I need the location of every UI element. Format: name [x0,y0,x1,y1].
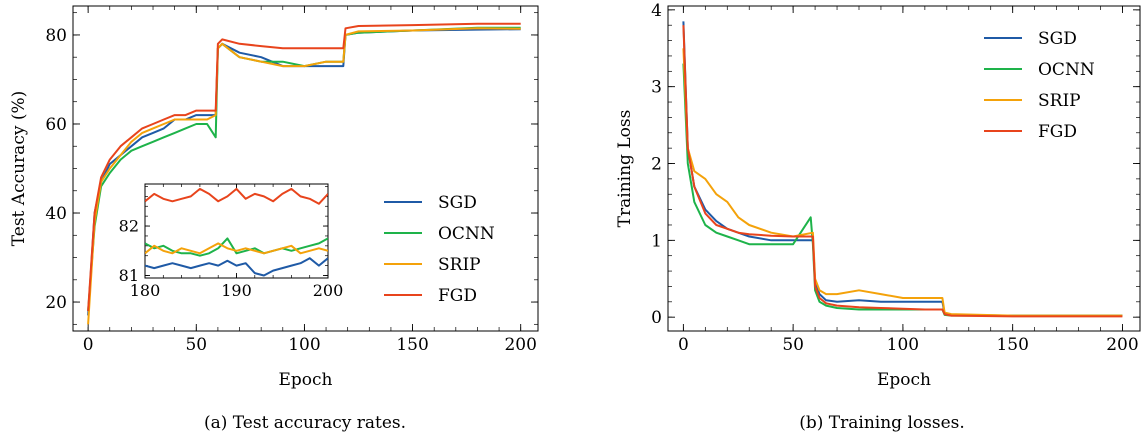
b-x-axis-label: Epoch [877,370,931,390]
b-legend-label-srip: SRIP [1038,91,1081,111]
b-xtick-label: 50 [782,335,804,355]
b-ytick-label: 4 [651,1,662,21]
a-xtick-label: 0 [83,335,94,355]
b-legend-label-sgd: SGD [1038,29,1077,49]
b-legend: SGD OCNN SRIP FGD [984,29,1095,142]
caption-b: (b) Training losses. [799,413,965,433]
a-legend-label-fgd: FGD [438,286,477,306]
b-series-group [682,21,1123,318]
a-y-axis-label: Test Accuracy (%) [9,91,29,247]
b-ytick-label: 3 [651,78,662,98]
b-plot-frame [667,5,1141,332]
b-xtick-label: 100 [887,335,919,355]
b-y-axis-label: Training Loss [615,110,635,228]
inset-ytick-label: 81 [119,266,139,285]
a-ytick-label: 60 [45,115,67,135]
b-ytick-label: 2 [651,154,662,174]
a-inset: 180 190 200 81 82 [119,183,344,300]
inset-line-sgd [145,257,328,277]
b-ticks [668,6,1140,331]
inset-xtick-label: 190 [221,281,252,300]
a-ytick-label: 20 [45,293,67,313]
a-x-axis-label: Epoch [279,370,333,390]
b-ytick-label: 1 [651,231,662,251]
a-xtick-label: 150 [396,335,428,355]
a-legend: SGD OCNN SRIP FGD [384,193,495,306]
b-xtick-label: 150 [996,335,1028,355]
a-ytick-label: 80 [45,26,67,46]
b-xtick-label: 200 [1106,335,1138,355]
b-ytick-label: 0 [651,308,662,328]
inset-xtick-label: 200 [313,281,344,300]
a-xtick-label: 200 [504,335,536,355]
inset-series-group [145,187,328,277]
a-legend-label-srip: SRIP [438,255,481,275]
b-line-fgd [682,25,1123,318]
b-legend-label-ocnn: OCNN [1038,60,1095,80]
a-ytick-label: 40 [45,204,67,224]
inset-ticks [144,184,329,278]
a-series-group [87,22,521,325]
inset-line-srip [145,242,328,255]
a-line-fgd [87,22,521,312]
a-ticks [73,6,538,331]
a-xtick-label: 50 [185,335,207,355]
b-xtick-label: 0 [678,335,689,355]
inset-ytick-label: 82 [119,217,139,236]
a-legend-label-ocnn: OCNN [438,224,495,244]
inset-xtick-label: 180 [130,281,161,300]
b-legend-label-fgd: FGD [1038,122,1077,142]
loss-chart: 0 50 100 150 200 0 1 2 3 4 Epoch Training Loss SGD OC… [615,1,1141,390]
b-line-srip [682,48,1123,317]
accuracy-chart: 0 50 100 150 200 20 40 60 80 Epoch Test Accuracy (… [9,5,539,390]
inset-line-fgd [145,187,328,205]
caption-a: (a) Test accuracy rates. [204,413,406,433]
a-xtick-label: 100 [288,335,320,355]
a-legend-label-sgd: SGD [438,193,477,213]
